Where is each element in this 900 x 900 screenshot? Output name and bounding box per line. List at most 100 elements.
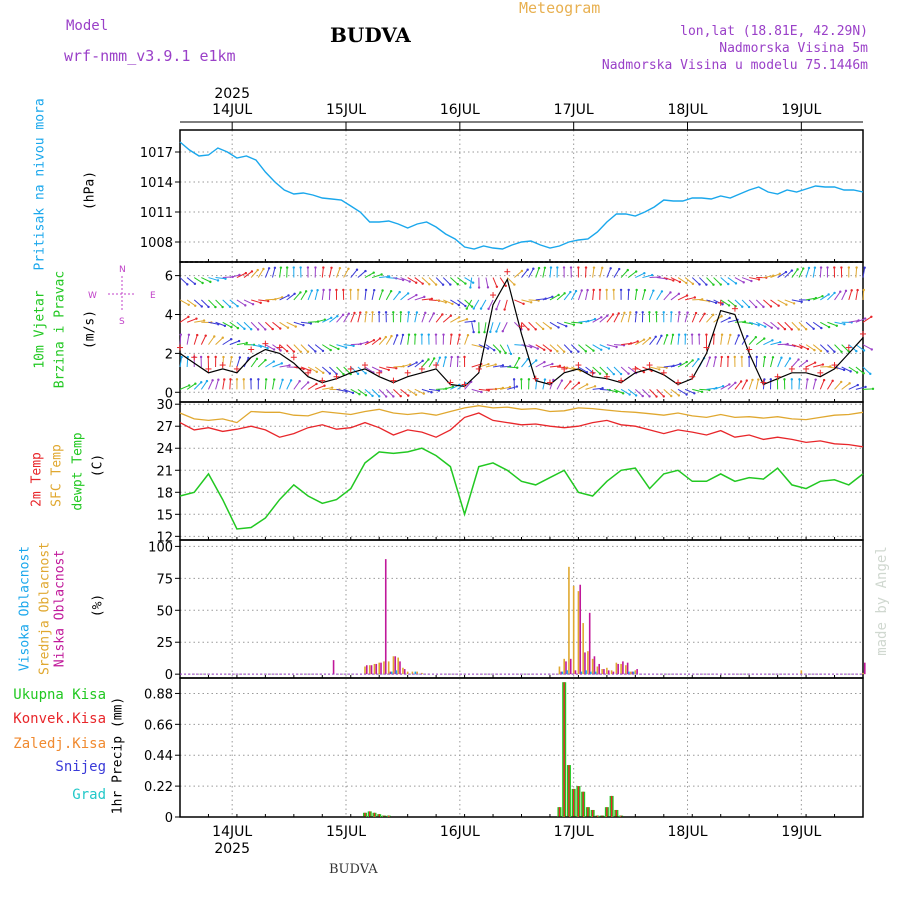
wind-arrow-head [741,305,744,308]
wind-arrow [670,293,680,301]
wind-arrow [862,289,865,300]
wind-arrow-head [414,393,418,397]
wind-arrow [466,299,473,309]
wind-arrow-head [729,333,732,337]
wind-arrow-head [423,295,426,299]
wind-arrow-head [685,281,688,285]
wind-arrow-head [243,327,246,331]
wind-arrow [300,344,309,353]
wind-arrow [698,313,706,323]
wind-arrow-head [355,268,359,271]
wind-arrow-head [292,350,296,353]
wind-arrow-head [690,333,694,336]
wind-arrow-head [677,394,681,397]
wind-arrow-head [432,357,436,360]
wind-arrow-head [272,360,275,363]
wind-arrow [179,299,189,306]
bottom-day-label: 15JUL [326,824,366,840]
wind-arrow-head [289,379,293,382]
wind-arrow [805,344,815,351]
wind-arrow-head [790,378,793,381]
wind-arrow [684,277,694,285]
wind-arrow [236,357,241,368]
wind-arrow-head [306,266,310,269]
wind-arrow-head [840,380,843,384]
wind-arrow [592,344,602,351]
wind-arrow [649,290,654,301]
wind-arrow-head [549,327,553,330]
wind-arrow-head [592,266,596,269]
wind-arrow [606,268,612,278]
wind-arrow-head [849,370,852,373]
wind-arrow [499,344,507,354]
wind-arrow [506,277,515,285]
wind-arrow-head [221,305,224,309]
wind-arrow [855,318,866,323]
compass-glyph [108,276,136,312]
compass-e-label: E [150,291,156,301]
wind-arrow-head [627,288,630,292]
wind-arrow [556,380,563,390]
wind-arrow-head [733,355,736,359]
wind-arrow-head [299,291,302,294]
wind-arrow-head [230,325,233,329]
wind-arrow-head [292,266,295,269]
wind-arrow [656,277,667,280]
wind-arrow [628,341,638,346]
wind-arrow-head [364,288,368,292]
wind-arrow-head [407,333,411,336]
wind-arrow [535,267,540,278]
wind-arrow [200,299,209,308]
wind-arrow-head [321,349,325,353]
wind-arrow [250,358,258,368]
precip-bar-conv [378,814,380,817]
wind-arrow [329,366,337,375]
wind-arrow [578,384,588,390]
wind-arrow-head [477,331,481,334]
wind-arrow [634,388,644,397]
wind-arrow [805,321,814,330]
wind-arrow [480,299,487,309]
wind-arrow-head [285,349,289,353]
wind-arrow [763,339,773,346]
wind-arrow [677,388,687,395]
wind-arrow [649,389,657,397]
wind-ytick-label: 6 [165,270,173,285]
wind-arrow [834,321,845,325]
wind-arrow-head [648,311,651,314]
model-altitude-label: Nadmorska Visina u modelu 75.1446m [601,58,868,73]
wind-arrow-head [336,314,339,318]
wind-arrow [649,276,660,279]
wind-arrow-head [619,372,623,376]
wind-arrow [222,379,225,390]
wind-arrow [414,360,423,368]
wind-arrow [222,321,232,328]
wind-arrow [592,267,595,278]
wind-arrow-head [202,319,206,322]
wind-arrow [805,297,817,301]
wind-arrow [186,299,196,307]
wind-arrow [855,289,859,301]
wind-arrow-head [458,333,461,337]
top-day-label: 14JUL [212,102,252,118]
pressure-ytick-label: 1017 [140,146,173,161]
wind-arrow-head [421,359,424,363]
wind-arrow-head [813,266,817,269]
wind-arrow-head [430,297,434,300]
wind-arrow-head [777,327,780,330]
wind-arrow [656,366,667,369]
wind-arrow-head [734,381,737,384]
wind-arrow [820,365,831,368]
wind-arrow-head [819,349,823,353]
wind-arrow [770,341,781,346]
wind-arrow [385,389,394,397]
wind-arrow [656,335,662,345]
top-year-label: 2025 [214,86,250,102]
wind-arrow-head [739,380,743,383]
compass-s-label: S [119,317,125,327]
wind-arrow [251,299,261,304]
wind-arrow-head [697,357,700,361]
wind-arrow [272,362,282,368]
wind-arrow-head [187,303,190,306]
wind-arrow [791,299,802,303]
